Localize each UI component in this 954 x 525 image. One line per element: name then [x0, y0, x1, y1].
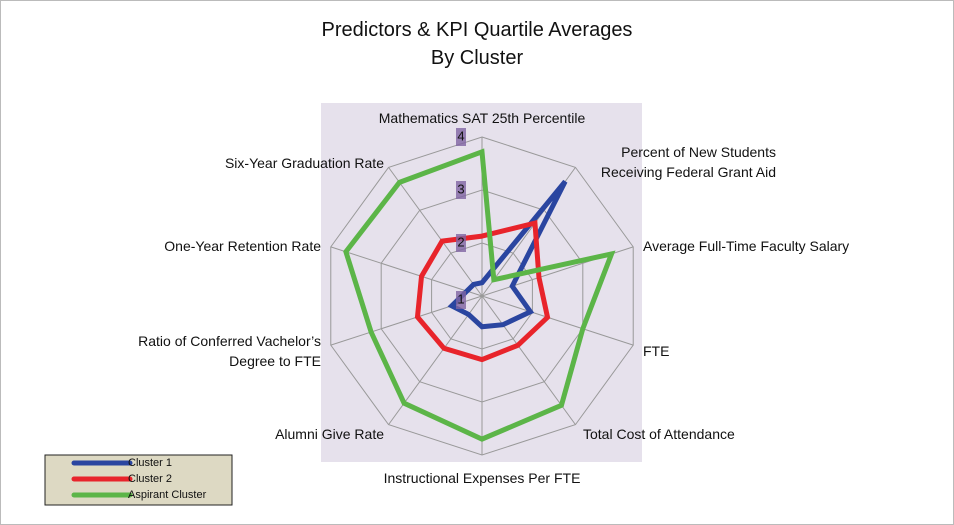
category-label: Ratio of Conferred Vachelor’s Degree to …	[138, 333, 321, 369]
y-tick-label: 3	[457, 181, 464, 196]
category-label: One-Year Retention Rate	[164, 238, 321, 254]
series-line	[447, 179, 568, 330]
y-tick-label: 2	[457, 234, 464, 249]
category-label: Total Cost of Attendance	[583, 426, 735, 442]
category-label: Instructional Expenses Per FTE	[383, 470, 581, 486]
series-line	[343, 148, 616, 442]
tick-label-bg	[456, 291, 466, 309]
spoke	[388, 167, 483, 297]
category-label: FTE	[643, 343, 670, 359]
tick-label-bg	[456, 181, 466, 199]
spoke	[330, 246, 483, 297]
category-label: Six-Year Graduation Rate	[224, 155, 384, 171]
legend-label: Cluster 2	[128, 473, 172, 485]
legend-label: Aspirant Cluster	[128, 489, 207, 501]
series-line	[414, 219, 551, 363]
chart-title: Predictors & KPI Quartile Averages By Cl…	[321, 19, 633, 69]
y-tick-label: 1	[457, 291, 464, 306]
spoke	[481, 295, 634, 346]
tick-label-bg	[456, 234, 466, 252]
legend-label: Cluster 1	[128, 457, 172, 469]
category-label: Average Full-Time Faculty Salary	[643, 238, 850, 254]
category-label: Percent of New Students Receiving Federa…	[600, 144, 776, 180]
tick-label-bg	[456, 128, 466, 146]
category-label: Alumni Give Rate	[275, 426, 384, 442]
y-tick-label: 4	[457, 128, 464, 143]
category-label: Mathematics SAT 25th Percentile	[378, 110, 586, 126]
